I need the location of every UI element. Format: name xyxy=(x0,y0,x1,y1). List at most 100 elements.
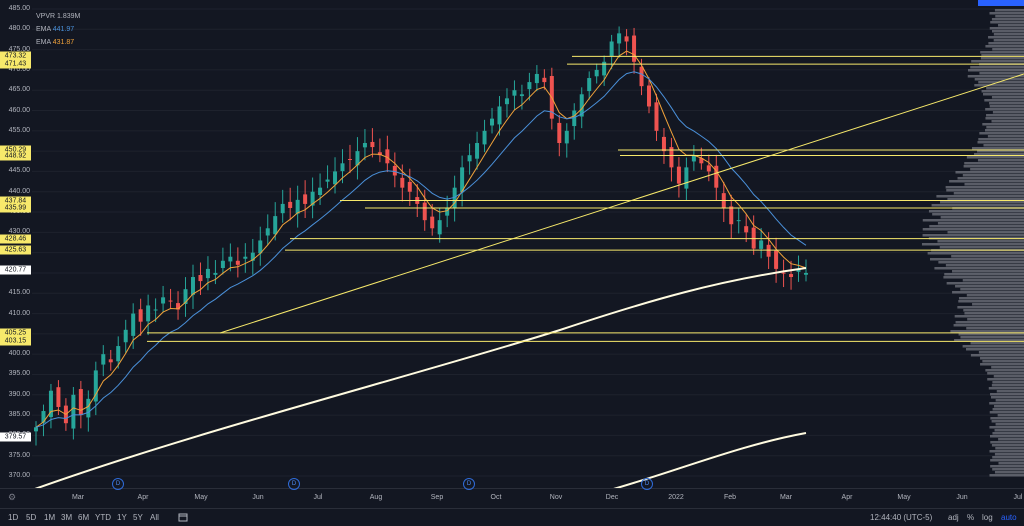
volume-bar xyxy=(977,159,1024,162)
price-tag: 403.15 xyxy=(0,336,31,346)
volume-bar xyxy=(954,315,1024,318)
volume-bar xyxy=(990,21,1024,24)
volume-bar xyxy=(990,465,1024,468)
candle-body xyxy=(572,110,577,127)
range-6m[interactable]: 6M xyxy=(78,513,90,522)
percent-toggle[interactable]: % xyxy=(967,513,975,522)
price-chart[interactable] xyxy=(0,0,1024,488)
candle-body xyxy=(318,187,323,195)
volume-bar xyxy=(946,189,1024,192)
volume-bar xyxy=(971,60,1024,63)
dividend-marker[interactable]: D xyxy=(463,478,475,490)
ema2-value: 431.87 xyxy=(52,39,75,46)
volume-bar xyxy=(962,279,1024,282)
volume-bar xyxy=(992,432,1024,435)
range-3m[interactable]: 3M xyxy=(61,513,73,522)
volume-bar xyxy=(986,114,1024,117)
volume-bar xyxy=(929,225,1024,228)
legend-vpvr[interactable]: VPVR 1.839M xyxy=(36,10,80,23)
trend-line[interactable] xyxy=(219,73,1024,334)
price-tick: 445.00 xyxy=(8,167,30,175)
ema2-label: EMA xyxy=(36,39,51,46)
candle-body xyxy=(161,297,166,304)
grid xyxy=(32,8,1024,477)
volume-bar xyxy=(986,126,1024,129)
sma-long-line xyxy=(34,267,807,488)
range-5d[interactable]: 5D xyxy=(26,513,37,522)
candle-body xyxy=(243,256,248,259)
time-axis[interactable]: Mar Apr May Jun Jul Aug Sep Oct Nov Dec 2022 Feb Mar… xyxy=(0,488,1024,509)
corner-blue-button[interactable] xyxy=(978,0,1024,6)
candle-body xyxy=(265,228,270,236)
volume-bar xyxy=(997,414,1024,417)
volume-bar xyxy=(989,474,1024,477)
candle-body xyxy=(594,69,599,77)
candle-body xyxy=(759,240,764,249)
volume-bar xyxy=(943,276,1024,279)
ema1-value: 441.97 xyxy=(52,26,75,33)
candle-body xyxy=(347,158,352,160)
volume-bar xyxy=(949,180,1024,183)
volume-bar xyxy=(950,330,1024,333)
candle-body xyxy=(430,216,435,229)
auto-toggle[interactable]: auto xyxy=(1001,513,1017,522)
volume-bar xyxy=(988,387,1024,390)
volume-bar xyxy=(995,447,1024,450)
candle-body xyxy=(258,240,263,254)
range-5y[interactable]: 5Y xyxy=(133,513,143,522)
gear-icon[interactable]: ⚙ xyxy=(8,492,17,502)
volume-bar xyxy=(929,258,1024,261)
candle-body xyxy=(654,102,659,131)
volume-bar xyxy=(967,318,1024,321)
dividend-marker[interactable]: D xyxy=(641,478,653,490)
price-axis[interactable]: 485.00 480.00 475.00 470.00 465.00 460.00 455.… xyxy=(0,0,32,488)
volume-bar xyxy=(994,405,1024,408)
range-1y[interactable]: 1Y xyxy=(117,513,127,522)
dividend-marker[interactable]: D xyxy=(288,478,300,490)
volume-bar xyxy=(978,351,1024,354)
volume-bar xyxy=(992,381,1024,384)
volume-bar xyxy=(932,213,1024,216)
bottom-toolbar: 1D 5D 1M 3M 6M YTD 1Y 5Y All 12:44:40 (U… xyxy=(0,508,1024,526)
log-toggle[interactable]: log xyxy=(982,513,993,522)
dividend-marker[interactable]: D xyxy=(112,478,124,490)
volume-bar xyxy=(986,87,1024,90)
volume-bar xyxy=(937,222,1024,225)
volume-bar xyxy=(958,297,1024,300)
adjust-toggle[interactable]: adj xyxy=(948,513,959,522)
candle-body xyxy=(400,177,405,188)
volume-bar xyxy=(922,234,1024,237)
clock-time[interactable]: 12:44:40 (UTC-5) xyxy=(870,513,933,522)
candle-body xyxy=(789,274,794,278)
time-tick: Sep xyxy=(430,494,444,501)
volume-bar xyxy=(987,378,1024,381)
price-tick: 385.00 xyxy=(8,411,30,419)
candle-body xyxy=(796,268,801,272)
range-1d[interactable]: 1D xyxy=(8,513,19,522)
volume-bar xyxy=(974,84,1024,87)
legend-ema-2[interactable]: EMA 431.87 xyxy=(36,36,80,49)
range-all[interactable]: All xyxy=(150,513,159,522)
price-tick: 410.00 xyxy=(8,309,30,317)
candle-body xyxy=(699,158,704,164)
time-tick: Jun xyxy=(252,494,264,501)
volume-bar xyxy=(955,321,1024,324)
candle-body xyxy=(333,171,338,185)
calendar-icon[interactable] xyxy=(178,512,188,522)
volume-bar xyxy=(966,294,1024,297)
volume-bar xyxy=(977,141,1024,144)
ema1-label: EMA xyxy=(36,26,51,33)
candle-body xyxy=(669,147,674,168)
price-tag: 471.43 xyxy=(0,59,31,69)
candle-body xyxy=(602,61,607,76)
candle-body xyxy=(250,252,255,261)
legend-ema-1[interactable]: EMA 441.97 xyxy=(36,23,80,36)
range-ytd[interactable]: YTD xyxy=(95,513,111,522)
volume-bar xyxy=(957,177,1024,180)
support-resistance-lines xyxy=(147,55,1024,342)
volume-bar xyxy=(989,435,1024,438)
volume-bar xyxy=(974,78,1024,81)
volume-bar xyxy=(947,231,1024,234)
volume-bar xyxy=(994,429,1024,432)
range-1m[interactable]: 1M xyxy=(44,513,56,522)
